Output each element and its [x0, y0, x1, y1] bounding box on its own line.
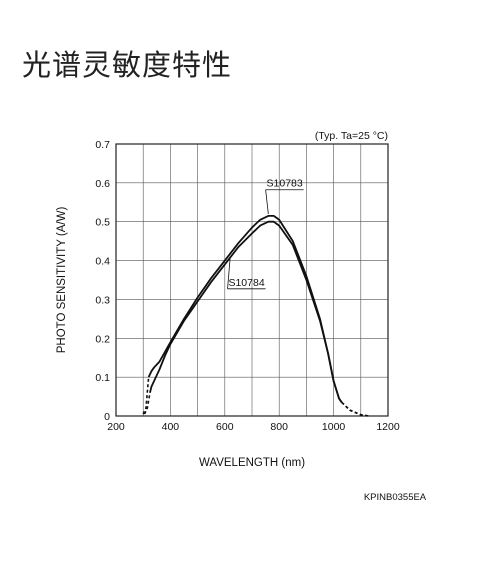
x-tick-label: 200 — [107, 421, 125, 433]
annotation-label: S10784 — [228, 277, 264, 289]
y-tick-label: 0.6 — [95, 178, 110, 190]
annotation-leader — [265, 189, 269, 214]
x-tick-label: 600 — [216, 421, 234, 433]
y-tick-label: 0.3 — [95, 294, 110, 306]
y-tick-label: 0.2 — [95, 333, 110, 345]
page-title: 光谱灵敏度特性 — [22, 48, 233, 82]
annotations: S10783 S10784 — [227, 178, 304, 290]
measurement-condition: (Typ. Ta=25 °C) — [315, 130, 388, 142]
y-tick-label: 0.5 — [95, 217, 110, 229]
series-dashed-tail-s10784 — [341, 401, 370, 417]
series-dashed-start-s10783 — [142, 377, 150, 415]
y-tick-label: 0 — [104, 411, 110, 423]
x-tick-label: 1200 — [376, 421, 400, 433]
series-layer — [142, 214, 370, 417]
figure-code: KPINB0355EA — [364, 492, 427, 503]
x-tick-label: 800 — [270, 421, 288, 433]
x-axis-label: WAVELENGTH (nm) — [199, 457, 305, 469]
series-dashed-start-s10784 — [143, 392, 151, 415]
series-line-s10783 — [147, 214, 343, 403]
plot-frame — [115, 143, 389, 417]
y-axis-label: PHOTO SENSITIVITY (A/W) — [56, 207, 68, 354]
series-line-s10784 — [149, 220, 343, 403]
x-tick-label: 1000 — [322, 421, 346, 433]
y-tick-label: 0.1 — [95, 372, 110, 384]
series-dashed-tail-s10783 — [341, 401, 370, 417]
y-tick-label: 0.4 — [95, 256, 110, 268]
annotation-leader — [227, 256, 231, 289]
annotation-label: S10783 — [267, 178, 303, 190]
tick-labels: 200 400 600 800 1000 1200 0 0.1 0.2 0.3 0.4 0.5 0.6 0… — [95, 139, 399, 433]
y-tick-label: 0.7 — [95, 139, 110, 151]
x-tick-label: 400 — [162, 421, 180, 433]
